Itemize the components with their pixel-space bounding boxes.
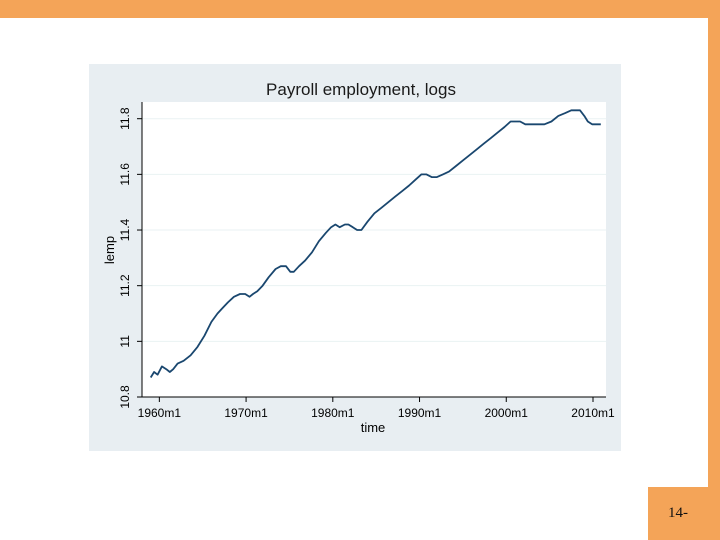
payroll-employment-chart: 10.8 11 11.2 11.4 11.6 11.8 1960m1 1970m1 1980m1… bbox=[89, 64, 621, 451]
x-tick-label: 1990m1 bbox=[398, 406, 442, 420]
page-number: 14- bbox=[668, 505, 688, 521]
y-tick-label: 11.4 bbox=[118, 218, 132, 241]
y-tick-label: 11.2 bbox=[118, 274, 132, 297]
plot-area bbox=[142, 102, 606, 397]
chart-container: 10.8 11 11.2 11.4 11.6 11.8 1960m1 1970m1 1980m1… bbox=[89, 64, 621, 451]
y-tick-label: 10.8 bbox=[118, 385, 132, 409]
y-tick-label: 11 bbox=[118, 335, 132, 348]
top-accent-bar bbox=[0, 0, 720, 18]
x-tick-label: 2000m1 bbox=[485, 406, 529, 420]
y-axis-label: lemp bbox=[102, 236, 117, 264]
chart-title: Payroll employment, logs bbox=[266, 80, 456, 99]
x-tick-label: 1970m1 bbox=[224, 406, 268, 420]
x-tick-label: 2010m1 bbox=[571, 406, 615, 420]
page-number-box: 14- bbox=[648, 487, 708, 540]
x-tick-label: 1980m1 bbox=[311, 406, 355, 420]
x-tick-label: 1960m1 bbox=[138, 406, 182, 420]
right-accent-bar bbox=[708, 18, 720, 540]
series-line-lemp bbox=[149, 109, 601, 378]
x-axis-label: time bbox=[361, 420, 386, 435]
y-tick-label: 11.6 bbox=[118, 163, 132, 186]
y-tick-label: 11.8 bbox=[118, 107, 132, 130]
axis-ticks: 10.8 11 11.2 11.4 11.6 11.8 1960m1 1970m1 1980m1… bbox=[118, 107, 615, 420]
